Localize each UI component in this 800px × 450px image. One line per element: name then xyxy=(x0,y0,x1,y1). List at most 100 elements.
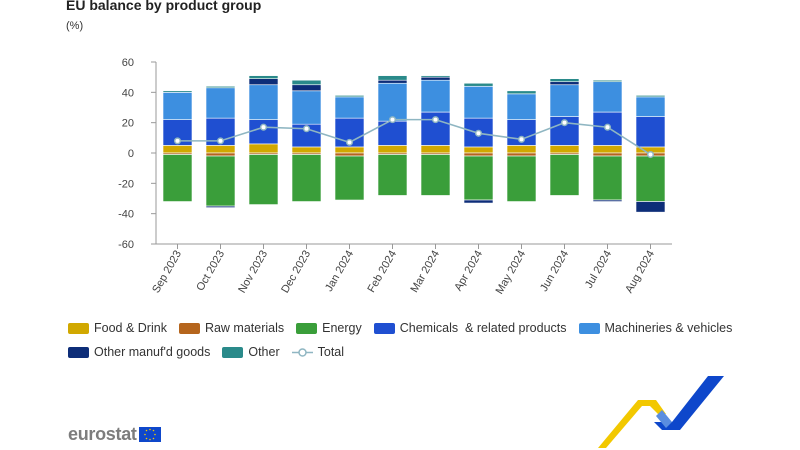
bar-segment-machinery xyxy=(635,96,666,117)
total-point xyxy=(173,137,182,145)
legend-item-other-manufd-goods[interactable]: Other manuf'd goods xyxy=(68,345,210,359)
bar-segment-other_manuf xyxy=(420,76,451,81)
legend-swatch-total xyxy=(291,347,313,357)
chart-unit-label: (%) xyxy=(66,20,84,32)
legend-label: Raw materials xyxy=(204,321,285,335)
bar-segment-machinery xyxy=(463,85,494,119)
bar-segment-other xyxy=(377,75,408,81)
bar-segment-energy xyxy=(506,155,537,202)
legend-label: Total xyxy=(317,345,345,359)
x-tick-label: Aug 2024 xyxy=(623,249,657,296)
legend-label: Food & Drink xyxy=(94,321,167,335)
legend-label: Other manuf'd goods xyxy=(94,345,211,359)
legend-swatch-machineries-vehicles xyxy=(578,322,600,334)
total-point xyxy=(431,116,440,124)
total-point xyxy=(302,125,311,133)
legend-item-raw-materials[interactable]: Raw materials xyxy=(178,321,285,335)
legend-label: Chemicals & related products xyxy=(399,321,567,335)
bar-segment-food xyxy=(463,146,494,154)
bar-segment-food xyxy=(291,146,322,154)
y-tick-label: 0 xyxy=(128,148,134,160)
total-point xyxy=(259,123,268,131)
bar-segment-other xyxy=(162,90,193,93)
x-tick-label: Apr 2024 xyxy=(452,249,485,294)
bar-segment-raw xyxy=(592,152,623,157)
bar-segment-energy xyxy=(377,154,408,196)
legend-item-total[interactable]: Total xyxy=(291,345,345,359)
y-tick-label: 40 xyxy=(122,87,134,99)
bar-segment-raw xyxy=(334,152,365,157)
bar-segment-energy xyxy=(420,154,451,196)
bar-segment-other_manuf xyxy=(635,201,666,213)
x-tick-label: Jun 2024 xyxy=(538,249,571,294)
x-tick-label: May 2024 xyxy=(494,249,529,297)
legend-label: Other xyxy=(248,345,280,359)
legend-item-chemicals[interactable]: Chemicals & related products xyxy=(373,321,567,335)
eu-flag-icon xyxy=(138,427,161,442)
chart-legend: Food & Drink Raw materials Energy Chemic… xyxy=(68,316,768,364)
eurostat-decoration-graphic xyxy=(598,376,724,448)
bar-segment-energy xyxy=(334,155,365,201)
bar-segment-machinery xyxy=(420,79,451,113)
bar-segment-energy xyxy=(162,154,193,202)
total-point xyxy=(345,138,354,146)
bar-segment-other_manuf xyxy=(377,79,408,84)
bar-segment-other_manuf xyxy=(205,205,236,208)
bar-segment-other xyxy=(592,79,623,83)
total-point xyxy=(646,150,655,159)
bar-segment-energy xyxy=(549,154,580,196)
bar-segment-energy xyxy=(291,154,322,202)
total-point xyxy=(474,129,483,137)
total-series-line xyxy=(177,118,651,156)
legend-swatch-other xyxy=(222,346,244,358)
bar-segment-other_manuf xyxy=(549,81,580,86)
x-tick-label: Jan 2024 xyxy=(323,249,356,294)
legend-label: Machineries & vehicles xyxy=(604,321,733,335)
x-tick-label: Oct 2023 xyxy=(194,249,227,294)
bar-segment-machinery xyxy=(291,90,322,125)
bar-segment-machinery xyxy=(377,82,408,122)
bar-segment-machinery xyxy=(506,93,537,120)
legend-item-machineries-vehicles[interactable]: Machineries & vehicles xyxy=(578,321,733,335)
y-tick-label: -20 xyxy=(118,178,134,190)
bar-segment-energy xyxy=(592,155,623,201)
eurostat-logo: eurostat xyxy=(68,424,161,445)
y-tick-label: -40 xyxy=(118,209,134,221)
legend-swatch-food-drink xyxy=(68,322,89,334)
y-tick-label: -60 xyxy=(118,239,134,251)
bar-segment-raw xyxy=(463,152,494,157)
bar-segment-other xyxy=(205,85,236,89)
bar-segment-raw xyxy=(506,152,537,157)
bar-segment-machinery xyxy=(205,87,236,119)
legend-item-food-drink[interactable]: Food & Drink xyxy=(68,321,167,335)
bar-segment-raw xyxy=(205,152,236,157)
legend-label: Energy xyxy=(322,321,362,335)
bar-segment-other xyxy=(506,90,537,95)
bar-segment-energy xyxy=(635,155,666,202)
x-tick-label: Jul 2024 xyxy=(583,249,614,291)
bar-segment-other_manuf xyxy=(592,199,623,202)
legend-swatch-chemicals xyxy=(373,322,395,334)
bar-segment-machinery xyxy=(592,81,623,113)
bar-segment-other xyxy=(635,95,666,98)
legend-swatch-raw-materials xyxy=(178,322,200,334)
bar-segment-other_manuf xyxy=(291,84,322,92)
x-tick-label: Feb 2024 xyxy=(365,249,399,295)
legend-item-energy[interactable]: Energy xyxy=(296,321,362,335)
total-point xyxy=(517,135,526,143)
y-tick-label: 60 xyxy=(122,57,134,69)
bar-segment-food xyxy=(205,145,236,154)
legend-swatch-other-manufd-goods xyxy=(68,346,89,358)
bar-segment-other_manuf xyxy=(463,199,494,204)
bar-segment-other xyxy=(549,78,580,83)
eurostat-logo-text: eurostat xyxy=(68,424,137,444)
legend-item-other[interactable]: Other xyxy=(222,345,280,359)
bar-segment-other xyxy=(420,75,451,78)
bar-segment-other xyxy=(248,75,279,79)
bar-segment-food xyxy=(334,146,365,154)
bar-segment-other xyxy=(463,82,494,87)
bar-segment-other xyxy=(334,95,365,98)
legend-swatch-energy xyxy=(296,322,318,334)
bar-segment-other_manuf xyxy=(248,78,279,86)
y-tick-label: 20 xyxy=(122,118,134,130)
